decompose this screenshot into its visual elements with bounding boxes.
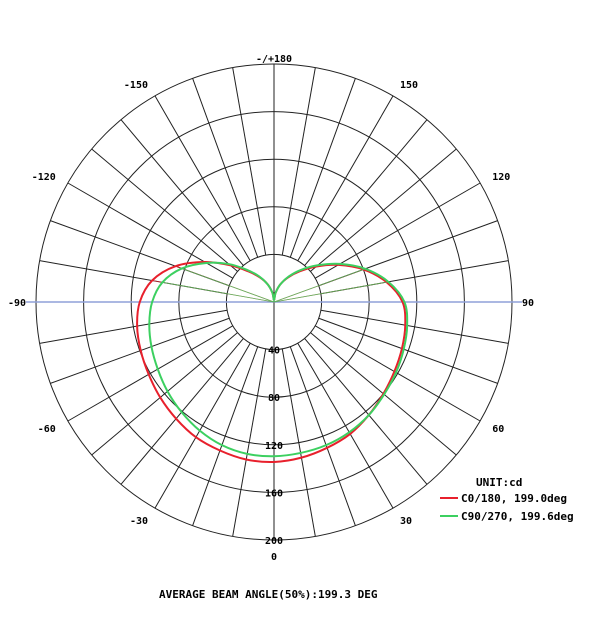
grid-spoke	[314, 182, 481, 279]
grid-spoke	[318, 317, 498, 384]
unit-label: UNIT:cd	[476, 476, 522, 489]
grid-spoke	[289, 346, 356, 526]
radial-label: 80	[268, 393, 280, 404]
angle-label: -150	[124, 80, 148, 91]
intensity-curves	[136, 261, 409, 464]
angle-label: 120	[492, 172, 510, 183]
grid-spoke	[281, 67, 316, 256]
angle-label: 90	[522, 298, 534, 309]
grid-spoke	[304, 119, 428, 266]
angle-label: -/+180	[256, 54, 292, 65]
angle-label: -90	[8, 298, 26, 309]
grid-spoke	[297, 95, 394, 262]
series-ray-1	[273, 281, 389, 303]
grid-spoke	[91, 332, 238, 456]
grid-spoke	[281, 348, 316, 537]
grid-spoke	[67, 325, 234, 422]
angle-label: 30	[400, 516, 412, 527]
legend-label-c90-270: C90/270, 199.6deg	[461, 510, 574, 523]
grid-spoke	[297, 342, 394, 509]
series-ray-1	[181, 268, 275, 303]
grid-spoke	[154, 95, 251, 262]
grid-spoke	[310, 148, 457, 272]
grid-spoke	[320, 309, 509, 344]
grid-spoke	[91, 148, 238, 272]
radial-label: 160	[265, 488, 283, 499]
beam-angle-caption: AVERAGE BEAM ANGLE(50%):199.3 DEG	[159, 588, 378, 601]
grid-spoke	[232, 67, 267, 256]
grid-spoke	[67, 182, 234, 279]
series-ray-1	[162, 281, 275, 303]
angle-label: 60	[492, 424, 504, 435]
angle-label: 0	[271, 552, 277, 563]
angle-label: -60	[38, 424, 56, 435]
grid-spoke	[232, 348, 267, 537]
grid-spoke	[192, 346, 259, 526]
series-ray-1	[273, 268, 366, 303]
angle-labels: -/+180 -150 150 -120 120 -90 90 -60 60 -30 30 0	[8, 54, 534, 563]
legend: UNIT:cd C0/180, 199.0deg C90/270, 199.6d…	[440, 476, 574, 523]
grid-spoke	[304, 338, 428, 485]
legend-label-c0-180: C0/180, 199.0deg	[461, 492, 567, 505]
angle-label: 150	[400, 80, 418, 91]
radial-label: 200	[265, 536, 283, 547]
grid-spoke	[154, 342, 251, 509]
grid-spoke	[39, 309, 228, 344]
angle-label: -30	[130, 516, 148, 527]
grid-spoke	[289, 78, 356, 258]
grid-spoke	[192, 78, 259, 258]
angle-label: -120	[32, 172, 56, 183]
radial-labels: 40 80 120 160 200	[265, 346, 283, 547]
radial-label: 120	[265, 441, 283, 452]
grid-spoke	[314, 325, 481, 422]
polar-grid	[26, 63, 522, 541]
radial-label: 40	[268, 346, 280, 357]
grid-spoke	[120, 119, 244, 266]
